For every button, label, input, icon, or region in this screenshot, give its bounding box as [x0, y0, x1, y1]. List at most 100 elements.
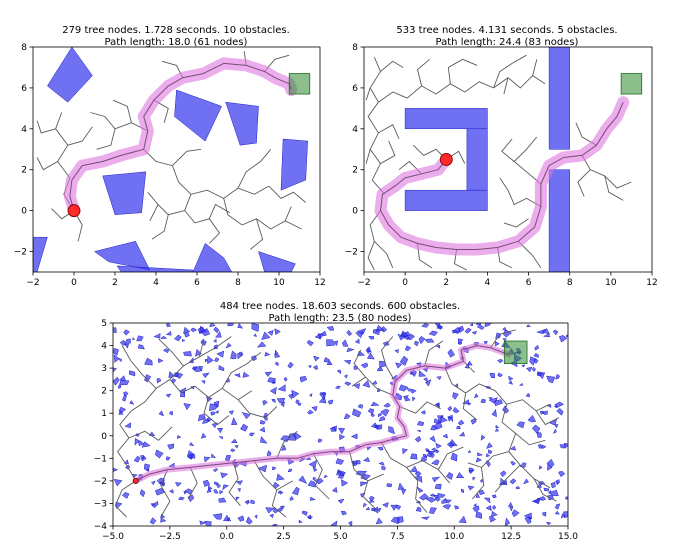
plot-3-obstacle-419 [321, 330, 327, 337]
plot-3-obstacle-492 [291, 389, 300, 399]
plot-3-obstacle-525 [399, 355, 409, 366]
plot-3-obstacle-428 [431, 459, 440, 466]
plot-3-obstacle-591 [489, 372, 496, 379]
plot-3-obstacle-203 [381, 465, 386, 471]
plot-3-obstacle-18 [380, 408, 390, 417]
plot-3-obstacle-149 [396, 516, 404, 524]
plot-3-obstacle-306 [422, 454, 427, 458]
plot-3-x-tick-label: 0.0 [220, 532, 235, 542]
plot-3-obstacle-150 [509, 507, 513, 512]
plot-3-obstacle-215 [288, 393, 294, 400]
plot-3-title-line-1: 484 tree nodes. 18.603 seconds. 600 obst… [220, 301, 460, 312]
plot-3-obstacle-493 [446, 441, 455, 449]
plot-3-obstacle-378 [559, 444, 566, 449]
plot-3-obstacle-485 [237, 323, 244, 329]
plot-3-obstacle-567 [343, 359, 352, 365]
plot-3-y-tick-label: 4 [101, 342, 107, 352]
plot-3-obstacle-319 [441, 497, 448, 504]
plot-3-obstacle-451 [301, 510, 308, 516]
plot-3-obstacle-569 [260, 435, 268, 444]
plot-3-obstacle-160 [297, 402, 302, 406]
plot-3-tree-branch-26 [351, 376, 366, 387]
plot-1-x-tick-label: 4 [153, 278, 159, 288]
plot-3-obstacle-437 [531, 366, 536, 372]
plot-3-obstacle-153 [390, 504, 398, 511]
plot-3-obstacle-498 [245, 516, 253, 525]
plot-3-obstacle-272 [547, 462, 553, 471]
plot-3-obstacle-188 [256, 341, 267, 348]
plot-2-tree-branch-4 [378, 75, 546, 103]
plot-3-obstacle-25 [454, 505, 460, 510]
plot-3-obstacle-570 [202, 372, 210, 379]
plot-1-title-line-1: 279 tree nodes. 1.728 seconds. 10 obstac… [62, 25, 290, 36]
plot-3-obstacle-10 [414, 435, 422, 443]
plot-3-obstacle-504 [335, 469, 346, 477]
plot-3-obstacle-541 [150, 503, 155, 506]
plot-1-tree-branch-10 [149, 203, 185, 222]
plot-3-obstacle-410 [220, 472, 229, 479]
plot-3-obstacle-584 [334, 385, 341, 390]
plot-3-obstacle-76 [343, 374, 348, 379]
plot-3-obstacle-218 [326, 339, 336, 347]
plot-2-x-tick-label: 10 [605, 278, 617, 288]
plot-3-obstacle-142 [455, 471, 465, 479]
plot-3-obstacle-458 [260, 419, 266, 425]
plot-3-obstacle-560 [136, 335, 144, 342]
plot-1-tree-branch-18 [96, 128, 116, 150]
plot-3-tree-branch-34 [494, 464, 521, 493]
plot-3-obstacle-397 [317, 333, 324, 340]
plot-3-obstacle-585 [397, 333, 406, 341]
plot-3-obstacle-301 [244, 500, 250, 505]
plot-1-tree-branch-13 [237, 149, 272, 189]
plot-3-obstacle-553 [536, 372, 546, 380]
plot-1-tree-branch-9 [184, 194, 220, 234]
plot-1-path-line [69, 62, 292, 211]
plot-3-obstacle-461 [274, 361, 279, 367]
plot-3-tree-branch-31 [494, 390, 551, 412]
plot-3-obstacle-464 [271, 399, 276, 403]
plot-3-obstacle-129 [175, 372, 184, 380]
plot-3-obstacle-258 [267, 329, 274, 336]
plot-3-y-tick-label: −1 [94, 454, 107, 464]
plot-3-obstacle-533 [397, 482, 405, 491]
plot-3-obstacle-48 [206, 487, 212, 493]
plot-3-obstacle-443 [452, 392, 459, 400]
plot-3-obstacle-351 [488, 449, 493, 454]
plot-3-obstacle-395 [123, 329, 130, 336]
plot-3-obstacle-22 [251, 323, 260, 332]
plot-3-obstacle-573 [376, 424, 383, 430]
plot-3-obstacle-590 [354, 338, 360, 344]
plot-3-obstacle-337 [476, 452, 484, 457]
plot-3-x-tick-label: 5.0 [333, 532, 348, 542]
plot-2-start-marker [439, 153, 453, 166]
plot-3-obstacle-568 [378, 416, 386, 422]
plot-3-obstacle-593 [269, 386, 277, 395]
plot-3-obstacle-463 [298, 475, 308, 485]
plot-3-obstacle-287 [174, 482, 183, 488]
plot-3-obstacle-45 [475, 492, 481, 498]
plot-3-obstacle-551 [476, 323, 485, 330]
plot-3-obstacle-598 [259, 426, 266, 433]
plot-3-obstacle-251 [383, 402, 391, 408]
plot-3-tree-branch-33 [508, 433, 551, 489]
plot-3-obstacle-162 [311, 406, 318, 412]
plot-1-obstacle-3 [225, 101, 259, 146]
plot-3-obstacle-524 [472, 505, 480, 512]
plot-3-obstacle-430 [475, 457, 483, 463]
plot-3-obstacle-231 [155, 449, 164, 459]
plot-3-obstacle-24 [338, 427, 346, 435]
plot-3-tree-branch-7 [198, 338, 205, 357]
plot-3-obstacle-465 [312, 476, 317, 481]
plot-3-obstacle-522 [435, 402, 440, 408]
plot-3-tree-branch-24 [399, 401, 441, 414]
plot-3-obstacle-380 [371, 507, 376, 512]
plot-3-obstacle-594 [323, 357, 330, 363]
plot-3-obstacle-572 [124, 338, 131, 344]
plot-3-obstacle-330 [333, 340, 339, 347]
plot-3-obstacle-321 [307, 409, 314, 415]
plot-3: 484 tree nodes. 18.603 seconds. 600 obst… [94, 301, 579, 542]
plot-3-obstacle-357 [467, 449, 472, 453]
plot-3-y-tick-label: 1 [101, 409, 107, 419]
plot-2-tree-branch-1 [367, 57, 385, 195]
plot-1: 279 tree nodes. 1.728 seconds. 10 obstac… [14, 25, 326, 288]
